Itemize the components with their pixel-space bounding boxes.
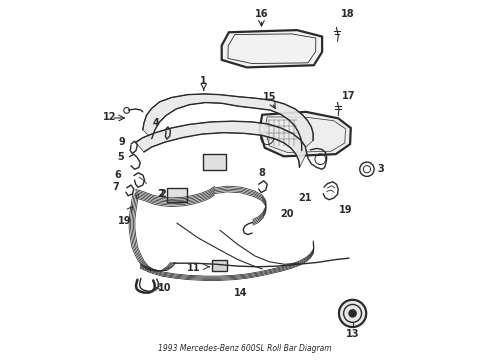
Text: 20: 20 [281, 210, 294, 219]
Text: 13: 13 [346, 329, 359, 339]
Text: 21: 21 [298, 193, 312, 203]
Text: 17: 17 [342, 91, 355, 101]
Text: 3: 3 [377, 164, 384, 174]
Text: 14: 14 [234, 288, 247, 298]
Text: 1: 1 [200, 76, 207, 86]
Polygon shape [259, 112, 351, 156]
Text: 15: 15 [263, 92, 276, 102]
Text: 5: 5 [118, 152, 124, 162]
Text: 19: 19 [339, 206, 352, 216]
Circle shape [349, 310, 356, 317]
Polygon shape [221, 30, 322, 67]
Text: 12: 12 [103, 112, 117, 122]
Text: 11: 11 [187, 263, 200, 273]
Text: 18: 18 [341, 9, 355, 19]
Text: 8: 8 [259, 168, 266, 178]
Text: 7: 7 [112, 182, 119, 192]
FancyBboxPatch shape [212, 260, 227, 271]
Text: 4: 4 [153, 118, 160, 128]
FancyBboxPatch shape [203, 154, 226, 170]
FancyBboxPatch shape [167, 188, 187, 202]
Text: 6: 6 [115, 170, 122, 180]
Polygon shape [143, 94, 313, 150]
Text: 10: 10 [158, 283, 172, 293]
Circle shape [339, 300, 366, 327]
Text: 1993 Mercedes-Benz 600SL Roll Bar Diagram: 1993 Mercedes-Benz 600SL Roll Bar Diagra… [158, 344, 332, 353]
Text: 2: 2 [158, 189, 164, 199]
Polygon shape [136, 121, 307, 167]
Text: 19: 19 [118, 216, 132, 226]
Text: 16: 16 [255, 9, 268, 19]
Text: 9: 9 [118, 138, 125, 147]
Text: 2: 2 [159, 189, 166, 199]
